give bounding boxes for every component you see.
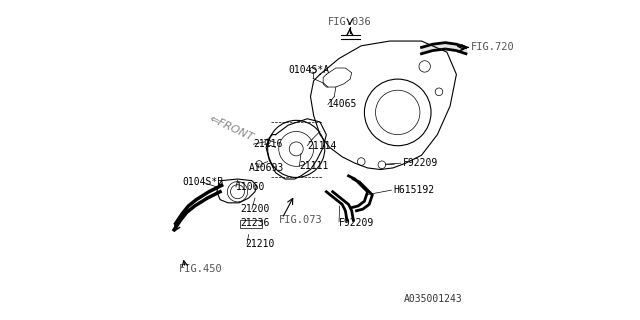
Text: F92209: F92209 — [403, 158, 438, 168]
Text: F92209: F92209 — [339, 219, 374, 228]
Text: 21116: 21116 — [253, 139, 283, 149]
Text: 0104S*A: 0104S*A — [289, 65, 330, 75]
Text: FIG.073: FIG.073 — [279, 215, 323, 225]
Text: FIG.450: FIG.450 — [179, 264, 223, 275]
Text: 11060: 11060 — [236, 182, 266, 192]
Text: 21111: 21111 — [300, 161, 329, 171]
Text: FIG.720: FIG.720 — [470, 42, 515, 52]
Bar — [240, 220, 262, 228]
Text: 14065: 14065 — [328, 100, 357, 109]
Text: FIG.036: FIG.036 — [328, 17, 372, 27]
Text: A035001243: A035001243 — [404, 294, 463, 304]
Text: ⇐FRONT: ⇐FRONT — [207, 114, 255, 143]
Text: 21200: 21200 — [241, 204, 270, 214]
Text: 21236: 21236 — [241, 219, 270, 228]
Text: A10693: A10693 — [248, 163, 284, 173]
Text: H615192: H615192 — [393, 185, 434, 195]
Text: 0104S*B: 0104S*B — [182, 177, 223, 187]
Text: 21210: 21210 — [246, 239, 275, 249]
Text: 21114: 21114 — [307, 141, 337, 151]
